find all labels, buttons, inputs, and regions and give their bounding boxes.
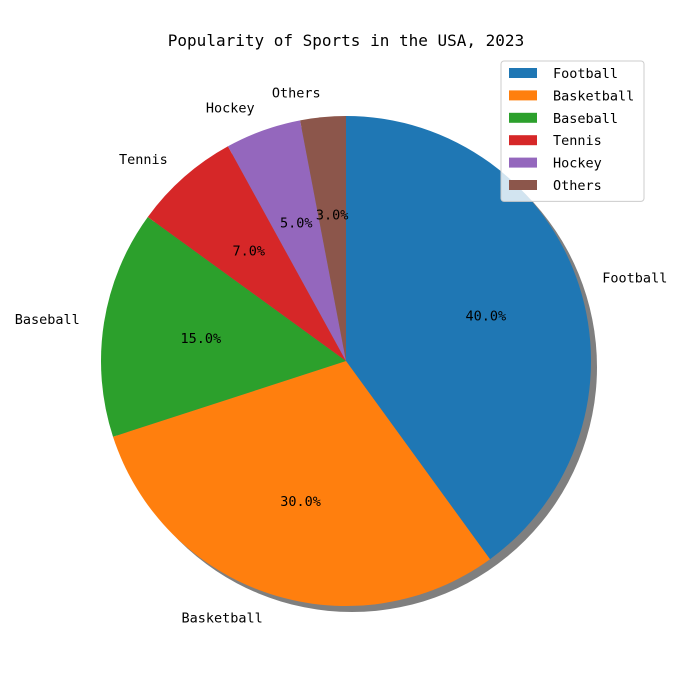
slice-label-baseball: Baseball [15, 312, 80, 328]
legend-swatch-others [509, 180, 537, 190]
percent-label-football: 40.0% [465, 309, 506, 325]
legend-swatch-basketball [509, 90, 537, 101]
slice-label-others: Others [272, 86, 321, 102]
legend-swatch-tennis [509, 135, 537, 146]
chart-title: Popularity of Sports in the USA, 2023 [168, 31, 524, 50]
percent-label-basketball: 30.0% [280, 494, 321, 510]
percent-label-others: 3.0% [316, 208, 349, 224]
slice-label-tennis: Tennis [119, 152, 168, 168]
slice-labels: Football Basketball Baseball Tennis Hockey Ot… [15, 86, 668, 627]
pie-slice-football [346, 116, 591, 560]
legend-label-football: Football [553, 66, 618, 82]
percent-labels: 40.0% 30.0% 15.0% 7.0% 5.0%3.0% [180, 208, 506, 510]
legend-swatch-football [509, 68, 537, 78]
pie-slices [100, 116, 591, 606]
legend-swatch-baseball [509, 112, 537, 123]
slice-label-basketball: Basketball [181, 610, 262, 626]
legend-label-hockey: Hockey [553, 156, 602, 172]
pie-slice-others [300, 116, 346, 361]
legend-label-others: Others [553, 178, 602, 194]
pie-slice-basketball [112, 361, 491, 606]
legend: Football Basketball Baseball Tennis Hockey Ot… [500, 60, 645, 202]
slice-label-football: Football [602, 271, 667, 287]
percent-label-baseball: 15.0% [180, 331, 221, 347]
legend-label-tennis: Tennis [553, 133, 602, 149]
pie-slice-baseball [100, 216, 346, 437]
percent-label-tennis: 7.0% [233, 244, 266, 260]
pie-slice-tennis [147, 146, 346, 361]
legend-label-baseball: Baseball [553, 111, 618, 127]
legend-swatch-hockey [509, 157, 537, 168]
legend-label-basketball: Basketball [553, 88, 634, 104]
percent-label-hockey: 5.0% [280, 216, 313, 232]
slice-label-hockey: Hockey [206, 100, 255, 116]
pie-slice-hockey [227, 120, 346, 361]
